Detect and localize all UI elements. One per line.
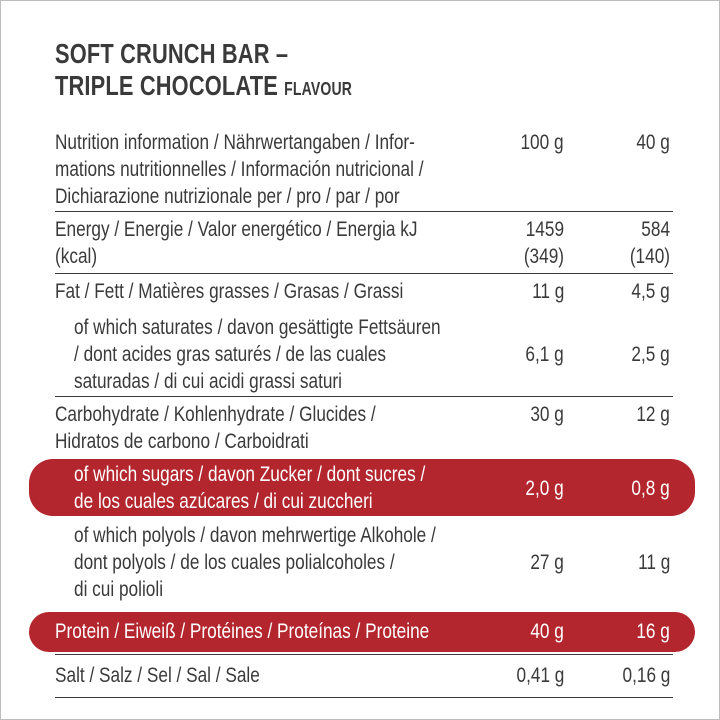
row-label: Salt / Salz / Sel / Sal / Sale xyxy=(55,664,260,687)
row-label: Fat / Fett / Matières grasses / Grasas /… xyxy=(55,280,404,303)
highlight-sugars xyxy=(29,459,695,516)
highlight-protein xyxy=(29,612,695,652)
title-suffix: FLAVOUR xyxy=(284,79,353,99)
product-title: SOFT CRUNCH BAR – TRIPLE CHOCOLATE FLAVO… xyxy=(55,38,352,105)
value-100g: 40 g xyxy=(530,620,564,643)
row-label: Carbohydrate / Kohlenhydrate / Glucides … xyxy=(55,403,376,453)
value-40g: 0,16 g xyxy=(622,664,670,687)
divider xyxy=(55,654,673,655)
value-40g: 11 g xyxy=(637,551,670,574)
value-100g: 27 g xyxy=(530,551,564,574)
divider xyxy=(55,697,673,698)
divider xyxy=(55,273,673,274)
value-40g: 4,5 g xyxy=(631,280,670,303)
row-label: of which saturates / davon gesättigte Fe… xyxy=(74,316,441,393)
value-100g: 30 g xyxy=(530,403,564,426)
row-label: of which sugars / davon Zucker / dont su… xyxy=(74,463,426,513)
row-label: Energy / Energie / Valor energético / En… xyxy=(55,218,418,268)
row-label: Protein / Eiweiß / Protéines / Proteínas… xyxy=(55,620,430,643)
value-40g: 16 g xyxy=(636,620,670,643)
value-100g: 11 g xyxy=(531,280,564,303)
row-label: of which polyols / davon mehrwertige Alk… xyxy=(74,524,436,601)
divider xyxy=(55,211,673,212)
value-40g: 0,8 g xyxy=(631,477,670,500)
value-100g: 6,1 g xyxy=(525,343,564,366)
header-label: Nutrition information / Nährwertangaben … xyxy=(55,131,424,208)
value-100g: 1459 (349) xyxy=(523,218,564,268)
title-line-1: SOFT CRUNCH BAR – xyxy=(55,38,289,69)
value-100g: 0,41 g xyxy=(516,664,564,687)
title-line-2: TRIPLE CHOCOLATE xyxy=(55,70,278,101)
divider xyxy=(55,396,673,397)
value-40g: 2,5 g xyxy=(631,343,670,366)
value-40g: 12 g xyxy=(636,403,670,426)
header-col-40g: 40 g xyxy=(636,131,670,154)
header-col-100g: 100 g xyxy=(520,131,564,154)
value-100g: 2,0 g xyxy=(525,477,564,500)
value-40g: 584 (140) xyxy=(629,218,670,268)
